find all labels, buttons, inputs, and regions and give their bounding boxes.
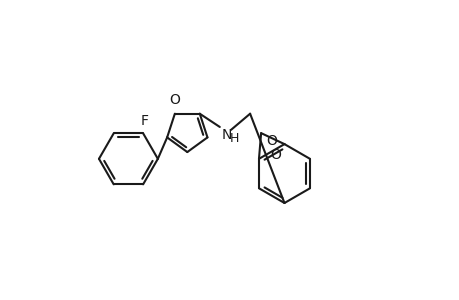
Text: O: O xyxy=(269,148,280,162)
Text: N: N xyxy=(221,128,231,142)
Text: H: H xyxy=(229,132,238,145)
Text: F: F xyxy=(140,114,148,128)
Text: O: O xyxy=(169,93,180,107)
Text: O: O xyxy=(266,134,276,148)
